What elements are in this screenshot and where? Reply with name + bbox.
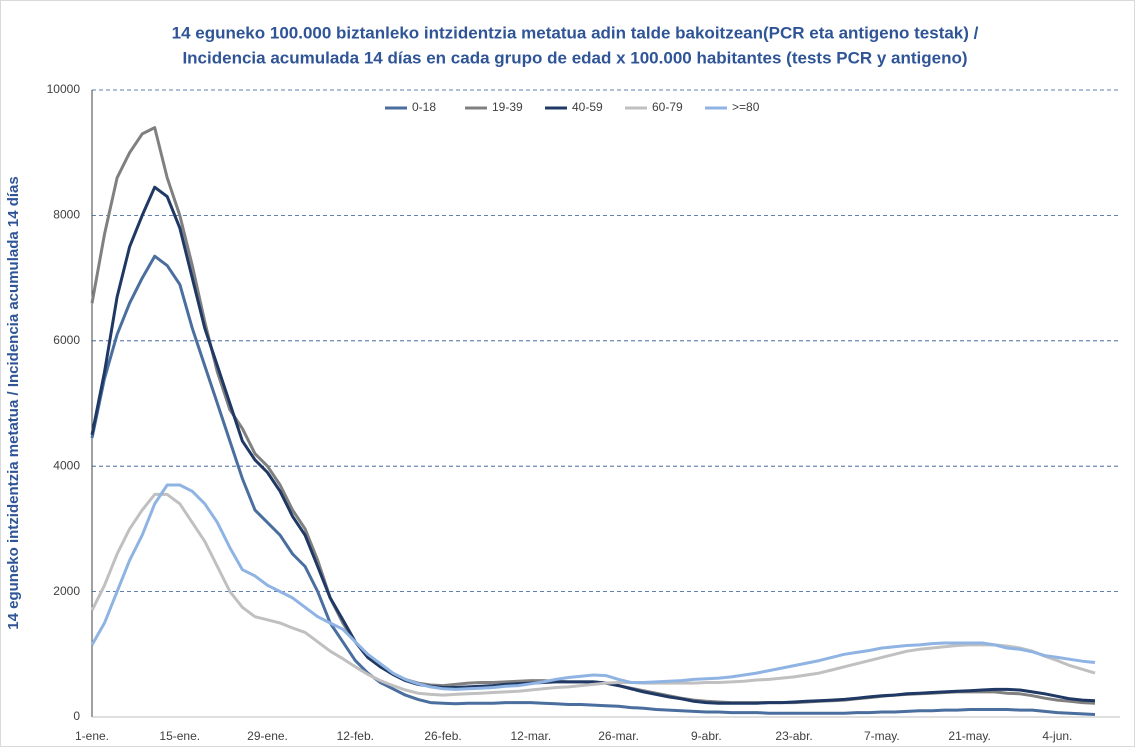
x-tick-label: 15-ene. [159, 729, 200, 743]
series-line [90, 185, 1096, 705]
y-tick-label: 0 [73, 709, 80, 723]
legend-label: >=80 [732, 100, 760, 114]
x-tick-label: 1-ene. [75, 729, 109, 743]
x-tick-label: 4-jun. [1042, 729, 1072, 743]
x-tick-label: 21-may. [948, 729, 990, 743]
legend-label: 40-59 [572, 100, 603, 114]
chart-title: Incidencia acumulada 14 días en cada gru… [182, 48, 967, 67]
series-line [90, 492, 1096, 697]
legend-label: 19-39 [492, 100, 523, 114]
y-tick-label: 8000 [53, 208, 80, 222]
legend-label: 60-79 [652, 100, 683, 114]
y-axis-label: 14 eguneko intzidentzia metatua / Incide… [5, 176, 22, 629]
chart-title: 14 eguneko 100.000 biztanleko intzidentz… [172, 23, 979, 42]
series-line [90, 254, 1096, 716]
x-tick-label: 9-abr. [691, 729, 722, 743]
x-tick-label: 23-abr. [775, 729, 812, 743]
y-tick-label: 6000 [53, 333, 80, 347]
x-tick-label: 29-ene. [247, 729, 288, 743]
x-tick-label: 26-mar. [598, 729, 639, 743]
y-tick-label: 2000 [53, 584, 80, 598]
legend-label: 0-18 [412, 100, 436, 114]
series-line [90, 483, 1096, 691]
x-tick-label: 12-feb. [337, 729, 374, 743]
y-tick-label: 10000 [47, 82, 81, 96]
y-tick-label: 4000 [53, 458, 80, 472]
x-tick-label: 7-may. [864, 729, 900, 743]
x-tick-label: 12-mar. [510, 729, 551, 743]
x-tick-label: 26-feb. [424, 729, 461, 743]
